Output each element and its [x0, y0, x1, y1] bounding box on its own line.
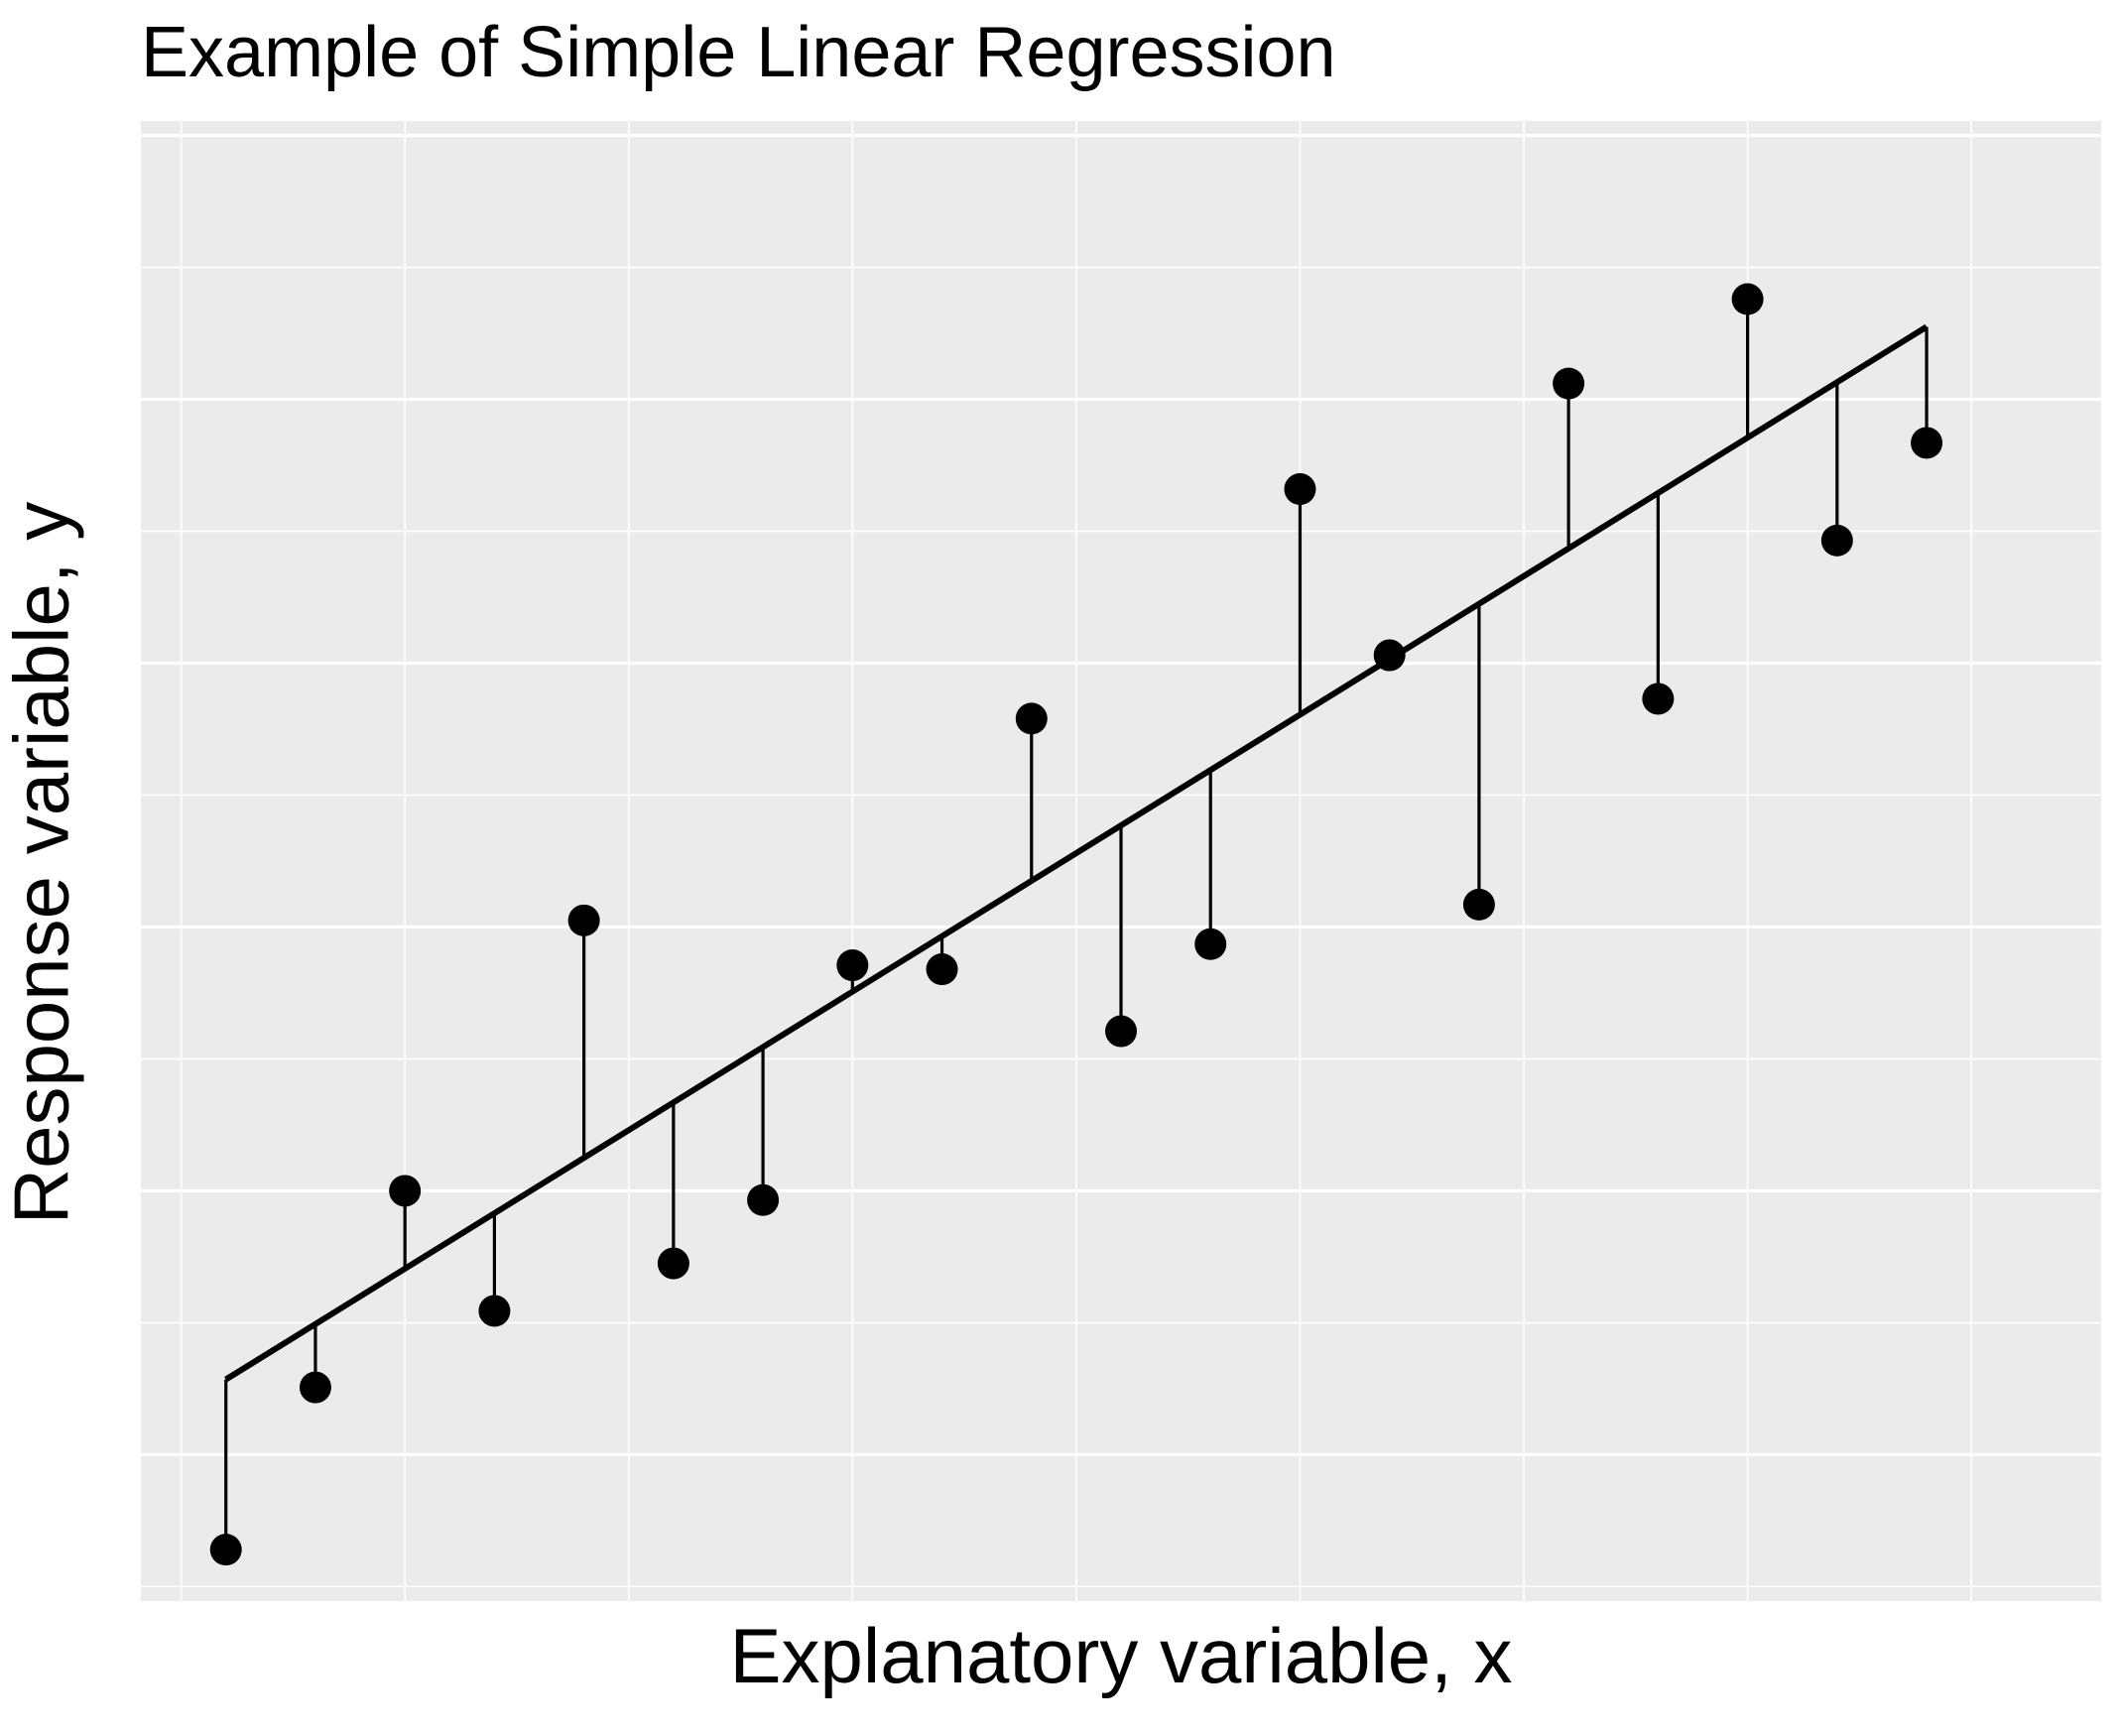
- data-point: [1642, 682, 1675, 715]
- data-point: [209, 1534, 242, 1566]
- data-point: [1553, 367, 1585, 400]
- data-point: [1105, 1015, 1137, 1048]
- data-point: [478, 1295, 511, 1327]
- data-point: [1731, 283, 1764, 315]
- data-point: [389, 1175, 422, 1207]
- data-point: [747, 1183, 780, 1216]
- y-axis-label: Response variable, y: [0, 501, 85, 1225]
- data-point: [1194, 928, 1227, 960]
- x-axis-label: Explanatory variable, x: [729, 1612, 1513, 1699]
- data-point: [1015, 702, 1048, 735]
- data-point: [1911, 427, 1943, 459]
- data-point: [657, 1247, 689, 1280]
- data-point: [836, 949, 869, 982]
- data-point: [567, 904, 600, 936]
- data-point: [926, 953, 958, 986]
- data-point: [1462, 888, 1495, 921]
- data-points: [209, 283, 1943, 1566]
- regression-line: [224, 323, 1929, 1383]
- chart-title: Example of Simple Linear Regression: [141, 13, 1336, 92]
- data-point: [1373, 639, 1406, 672]
- grid-lines: [141, 121, 2101, 1601]
- data-point: [299, 1371, 331, 1404]
- data-point: [1284, 473, 1316, 506]
- data-point: [1820, 524, 1853, 557]
